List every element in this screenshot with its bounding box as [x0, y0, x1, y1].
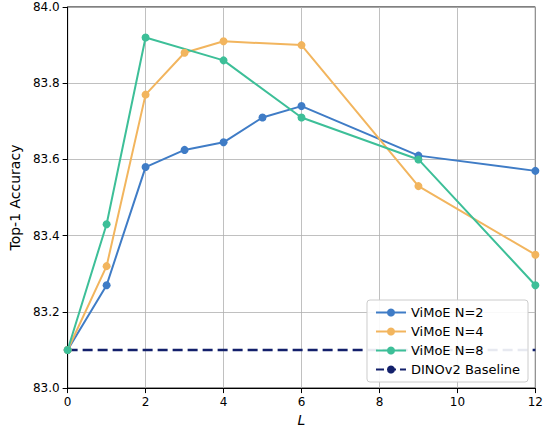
svg-text:ViMoE N=4: ViMoE N=4	[411, 324, 484, 339]
svg-text:DINOv2 Baseline: DINOv2 Baseline	[411, 362, 520, 377]
svg-text:0: 0	[64, 395, 72, 409]
svg-text:84.0: 84.0	[33, 0, 60, 14]
svg-text:83.4: 83.4	[33, 229, 60, 243]
svg-text:83.2: 83.2	[33, 305, 60, 319]
svg-text:2: 2	[142, 395, 150, 409]
svg-text:8: 8	[376, 395, 384, 409]
svg-text:12: 12	[528, 395, 543, 409]
svg-text:ViMoE N=8: ViMoE N=8	[411, 343, 484, 358]
svg-text:6: 6	[298, 395, 306, 409]
svg-text:4: 4	[220, 395, 228, 409]
svg-text:83.6: 83.6	[33, 152, 60, 166]
svg-text:ViMoE N=2: ViMoE N=2	[411, 305, 484, 320]
svg-text:10: 10	[450, 395, 465, 409]
svg-text:83.8: 83.8	[33, 76, 60, 90]
svg-text:83.0: 83.0	[33, 381, 60, 395]
svg-text:L: L	[298, 412, 306, 428]
svg-text:Top-1 Accuracy: Top-1 Accuracy	[7, 145, 23, 252]
